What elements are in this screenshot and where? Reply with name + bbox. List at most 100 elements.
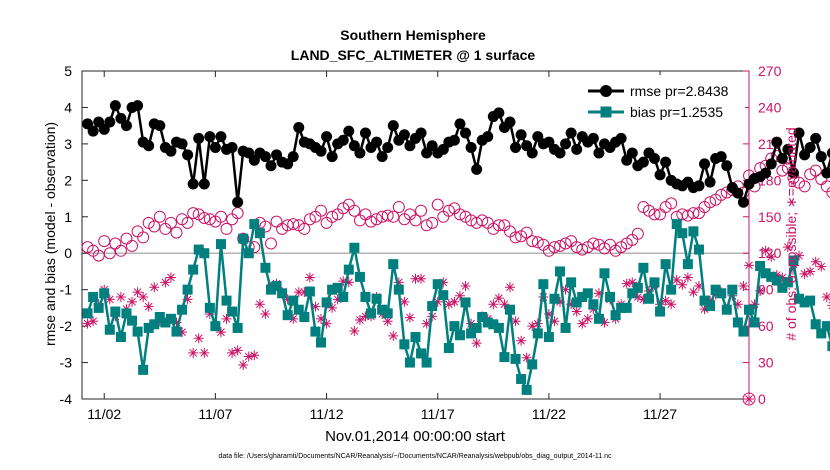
x-axis-label: Nov.01,2014 00:00:00 start: [325, 428, 506, 445]
evaluated-marker: [254, 299, 265, 310]
possible-marker: [631, 227, 644, 240]
possible-marker: [326, 210, 339, 223]
possible-marker: [798, 180, 811, 193]
rmse-marker: [810, 132, 822, 144]
evaluated-marker: [293, 287, 304, 298]
bias-marker: [488, 319, 499, 330]
bias-marker: [182, 284, 193, 295]
rmse-marker: [715, 151, 727, 163]
bias-marker: [449, 321, 460, 332]
rmse-marker: [826, 148, 830, 158]
rmse-marker: [104, 116, 116, 128]
bias-marker: [443, 342, 454, 353]
evaluated-marker: [593, 288, 604, 299]
rmse-marker: [615, 132, 627, 144]
evaluated-marker: [510, 316, 521, 327]
left-tick-label: 3: [64, 136, 72, 152]
rmse-marker: [793, 127, 805, 139]
evaluated-marker: [143, 301, 154, 312]
bias-marker: [810, 319, 821, 330]
evaluated-marker: [766, 251, 777, 262]
evaluated-marker: [627, 277, 638, 288]
evaluated-marker: [638, 294, 649, 305]
bias-marker: [738, 326, 749, 337]
rmse-marker: [415, 127, 427, 139]
bias-marker: [165, 313, 176, 324]
bias-marker: [566, 277, 577, 288]
evaluated-marker: [471, 338, 482, 349]
evaluated-marker: [165, 272, 176, 283]
rmse-marker: [821, 167, 830, 179]
evaluated-marker: [677, 279, 688, 290]
bias-marker: [427, 301, 438, 312]
bias-marker: [199, 248, 210, 259]
rmse-marker: [504, 116, 516, 128]
bias-marker: [621, 302, 632, 313]
rmse-marker: [154, 120, 166, 132]
x-tick-label: 11/02: [87, 406, 121, 422]
bias-marker: [588, 299, 599, 310]
bias-marker: [343, 264, 354, 275]
evaluated-marker: [794, 250, 805, 261]
rmse-marker: [776, 152, 788, 164]
bias-marker: [477, 312, 488, 322]
evaluated-marker: [393, 277, 404, 288]
evaluated-marker: [566, 299, 577, 310]
bias-marker: [560, 322, 571, 333]
evaluated-marker: [115, 291, 126, 302]
evaluated-marker: [232, 345, 243, 356]
rmse-marker: [226, 142, 238, 154]
bias-marker: [627, 288, 638, 299]
bias-marker: [210, 321, 221, 332]
bias-marker: [610, 310, 621, 321]
rmse-marker: [526, 147, 538, 159]
bias-marker: [310, 326, 321, 337]
evaluated-marker: [521, 352, 532, 363]
right-tick-label: 150: [758, 209, 782, 225]
bias-marker: [121, 308, 132, 319]
possible-marker: [453, 208, 466, 221]
bias-marker: [282, 310, 293, 321]
bias-marker: [721, 304, 732, 315]
rmse-marker: [649, 152, 661, 164]
evaluated-marker: [671, 274, 682, 285]
bias-marker: [538, 279, 549, 290]
evaluated-marker: [504, 282, 515, 293]
evaluated-marker: [571, 306, 582, 317]
evaluated-marker: [643, 285, 654, 296]
possible-marker: [681, 209, 694, 222]
bias-marker: [177, 304, 188, 315]
bias-marker: [582, 288, 593, 299]
bias-marker: [643, 293, 654, 304]
rmse-marker: [398, 129, 410, 141]
possible-marker: [303, 213, 316, 226]
rmse-marker: [376, 151, 388, 163]
bias-marker: [277, 288, 288, 299]
right-tick-label: 0: [758, 391, 766, 407]
evaluated-marker: [160, 277, 171, 288]
rmse-marker: [760, 167, 772, 179]
rmse-marker: [593, 147, 605, 159]
possible-marker: [198, 211, 211, 224]
rmse-marker: [732, 187, 744, 199]
possible-marker: [442, 204, 455, 217]
evaluated-marker: [760, 245, 771, 256]
evaluated-marker: [821, 291, 830, 302]
rmse-marker: [660, 156, 672, 168]
bias-marker: [143, 322, 154, 333]
bias-marker: [160, 317, 171, 328]
evaluated-marker: [177, 327, 188, 338]
possible-marker: [98, 235, 111, 248]
rmse-marker: [343, 125, 355, 137]
rmse-marker: [737, 196, 749, 208]
rmse-marker: [315, 145, 327, 157]
possible-marker: [170, 226, 183, 239]
evaluated-marker: [382, 316, 393, 327]
possible-marker: [153, 210, 166, 223]
bias-marker: [766, 271, 777, 282]
rmse-marker: [510, 142, 522, 154]
possible-marker: [426, 216, 439, 229]
possible-marker: [264, 237, 277, 250]
bias-marker: [416, 348, 427, 359]
possible-marker: [587, 237, 600, 250]
